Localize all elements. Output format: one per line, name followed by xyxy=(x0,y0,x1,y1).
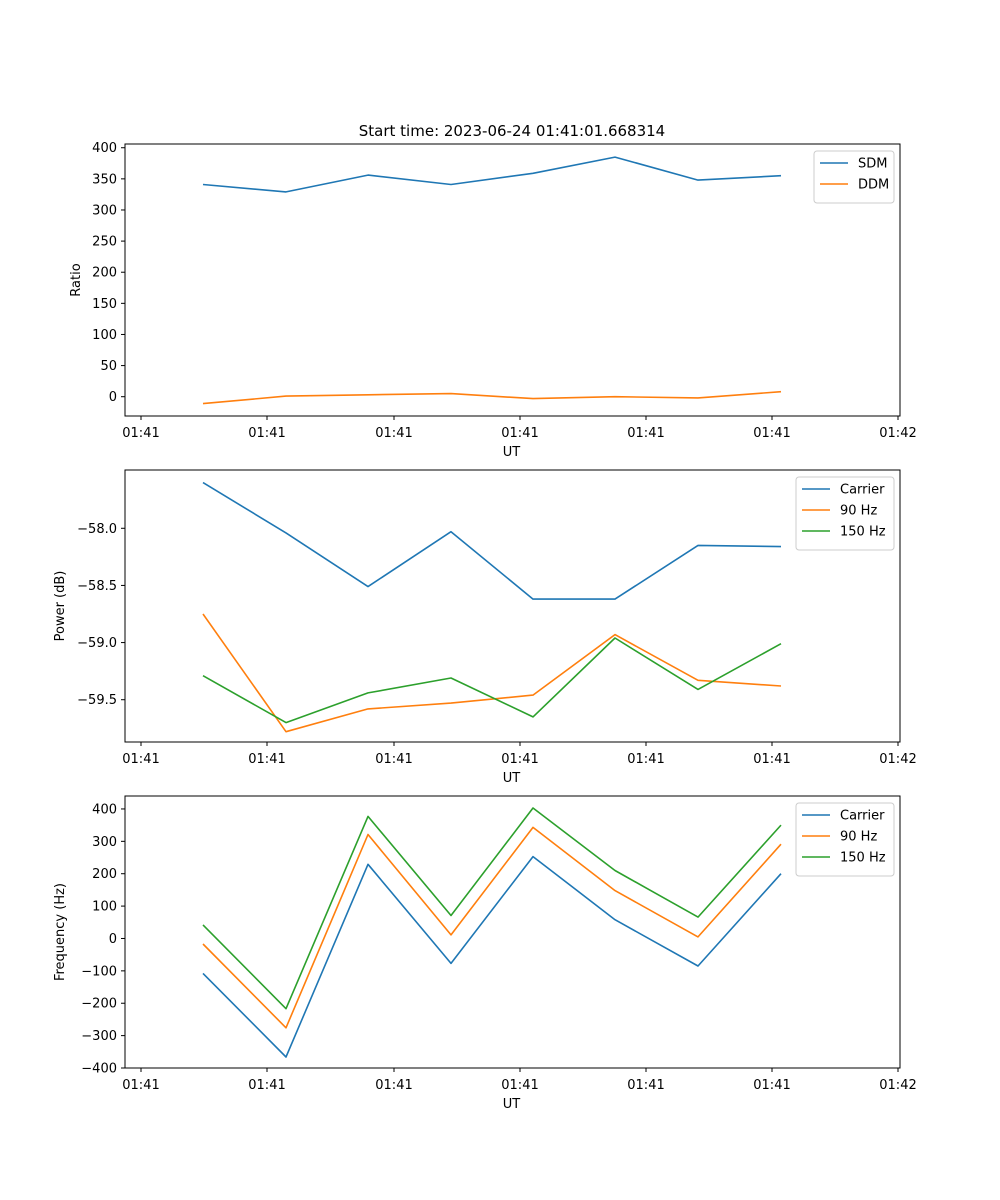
legend-label: DDM xyxy=(858,178,889,193)
series-line-carrier xyxy=(202,481,782,600)
x-axis-label: UT xyxy=(503,771,521,786)
y-tick-label: 400 xyxy=(92,141,117,156)
x-axis-label: UT xyxy=(503,445,521,460)
subplot-3: −400 −300 −200 −100 0 100 200 300 400 01:41 01:41 0… xyxy=(53,795,917,1112)
x-tick-label: 01:41 xyxy=(248,752,285,767)
x-tick-label: 01:41 xyxy=(753,426,790,441)
legend-label: 90 Hz xyxy=(840,830,877,845)
x-tick-label: 01:41 xyxy=(627,752,664,767)
y-tick-label: 250 xyxy=(92,235,117,250)
subplot-2: −59.5 −59.0 −58.5 −58.0 01:41 01:41 01:41 01:41… xyxy=(53,469,917,786)
x-tick-label: 01:41 xyxy=(248,1078,285,1093)
legend: Carrier 90 Hz 150 Hz xyxy=(795,802,895,877)
x-tick-label: 01:41 xyxy=(375,1078,412,1093)
y-tick-label: 0 xyxy=(109,390,117,405)
legend-label: Carrier xyxy=(840,483,885,498)
legend-label: 90 Hz xyxy=(840,504,877,519)
x-tick-label: 01:41 xyxy=(627,1078,664,1093)
y-tick-label: 0 xyxy=(109,932,117,947)
x-tick-label: 01:41 xyxy=(375,426,412,441)
legend-label: Carrier xyxy=(840,809,885,824)
y-tick-label: 400 xyxy=(92,802,117,817)
y-tick-label: −59.5 xyxy=(77,693,117,708)
x-axis-label: UT xyxy=(503,1097,521,1112)
series-line-90-hz xyxy=(202,613,782,733)
series-line-carrier xyxy=(202,855,782,1058)
y-tick-label: −100 xyxy=(81,964,117,979)
x-tick-label: 01:41 xyxy=(501,1078,538,1093)
y-tick-label: −58.5 xyxy=(77,579,117,594)
x-tick-label: 01:41 xyxy=(122,426,159,441)
x-tick-label: 01:41 xyxy=(375,752,412,767)
y-tick-label: 200 xyxy=(92,266,117,281)
y-tick-label: −400 xyxy=(81,1062,117,1077)
y-tick-label: 200 xyxy=(92,867,117,882)
legend-label: 150 Hz xyxy=(840,525,886,540)
axes-frame xyxy=(124,143,901,417)
x-tick-label: 01:42 xyxy=(879,426,916,441)
y-tick-label: −59.0 xyxy=(77,636,117,651)
series-line-150-hz xyxy=(202,807,782,1010)
x-tick-label: 01:41 xyxy=(122,752,159,767)
x-tick-label: 01:41 xyxy=(501,752,538,767)
legend-label: 150 Hz xyxy=(840,851,886,866)
y-tick-label: −300 xyxy=(81,1029,117,1044)
x-tick-label: 01:41 xyxy=(753,1078,790,1093)
y-tick-label: −200 xyxy=(81,997,117,1012)
y-tick-label: 300 xyxy=(92,835,117,850)
y-axis-label: Ratio xyxy=(69,263,84,296)
x-tick-label: 01:41 xyxy=(501,426,538,441)
x-tick-label: 01:41 xyxy=(753,752,790,767)
y-tick-label: 50 xyxy=(100,359,117,374)
axes-frame xyxy=(124,469,901,743)
subplot-1: 0 50 100 150 200 250 300 350 400 01:41 01:41 01:41 0… xyxy=(69,141,917,460)
x-tick-label: 01:41 xyxy=(248,426,285,441)
series-line-sdm xyxy=(202,156,782,193)
legend: SDM DDM xyxy=(813,150,895,204)
legend-box xyxy=(813,150,895,204)
y-axis-label: Power (dB) xyxy=(53,571,68,642)
y-tick-label: −58.0 xyxy=(77,522,117,537)
y-tick-label: 100 xyxy=(92,900,117,915)
y-axis-label: Frequency (Hz) xyxy=(53,883,68,981)
series-line-90-hz xyxy=(202,826,782,1029)
x-tick-label: 01:41 xyxy=(627,426,664,441)
y-tick-label: 350 xyxy=(92,172,117,187)
series-line-ddm xyxy=(202,390,782,405)
y-tick-label: 150 xyxy=(92,297,117,312)
x-tick-label: 01:42 xyxy=(879,752,916,767)
axes-frame xyxy=(124,795,901,1069)
series-line-150-hz xyxy=(202,637,782,724)
y-tick-label: 100 xyxy=(92,328,117,343)
figure-title: Start time: 2023-06-24 01:41:01.668314 xyxy=(359,122,665,140)
y-tick-label: 300 xyxy=(92,203,117,218)
x-tick-label: 01:42 xyxy=(879,1078,916,1093)
plots-container: 0 50 100 150 200 250 300 350 400 01:41 01:41 01:41 0… xyxy=(53,141,917,1112)
legend: Carrier 90 Hz 150 Hz xyxy=(795,476,895,551)
x-tick-label: 01:41 xyxy=(122,1078,159,1093)
legend-label: SDM xyxy=(858,157,887,172)
